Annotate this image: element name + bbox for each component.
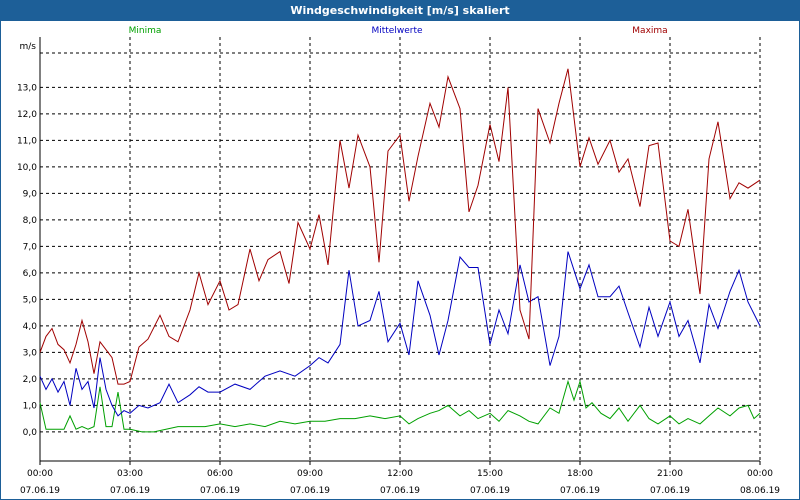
legend-minima: Minima — [129, 26, 162, 36]
x-tick-date: 07.06.19 — [470, 486, 510, 496]
x-tick-time: 15:00 — [477, 469, 503, 479]
x-tick-time: 03:00 — [117, 469, 143, 479]
x-tick-time: 00:00 — [747, 469, 773, 479]
x-tick-labels: 00:00 07.06.19 03:00 07.06.19 06:00 07.06.19 0… — [20, 469, 780, 496]
y-axis-unit: m/s — [20, 42, 37, 52]
y-tick-label: 5,0 — [23, 295, 38, 305]
y-tick-label: 10,0 — [17, 163, 37, 173]
x-tick-date: 08.06.19 — [740, 486, 780, 496]
legend-maxima: Maxima — [632, 26, 667, 36]
y-tick-label: 13,0 — [17, 83, 37, 93]
legend-mittelwerte: Mittelwerte — [371, 26, 422, 36]
x-tick-time: 18:00 — [567, 469, 593, 479]
y-tick-label: 1,0 — [23, 401, 38, 411]
x-tick-date: 07.06.19 — [650, 486, 690, 496]
y-tick-label: 2,0 — [23, 375, 38, 385]
series-line-minima — [39, 379, 761, 433]
x-tick-date: 07.06.19 — [110, 486, 150, 496]
x-tick-date: 07.06.19 — [20, 486, 60, 496]
x-tick-time: 09:00 — [297, 469, 323, 479]
legend: Minima Mittelwerte Maxima — [129, 26, 668, 36]
chart-title: Windgeschwindigkeit [m/s] skaliert — [290, 4, 510, 17]
x-tick-date: 07.06.19 — [560, 486, 600, 496]
grid-lines — [40, 37, 761, 461]
y-tick-label: 4,0 — [23, 322, 38, 332]
x-tick-date: 07.06.19 — [380, 486, 420, 496]
y-tick-label: 8,0 — [23, 216, 38, 226]
x-tick-time: 12:00 — [387, 469, 413, 479]
y-tick-label: 9,0 — [23, 189, 38, 199]
title-bar: Windgeschwindigkeit [m/s] skaliert — [0, 0, 800, 21]
x-tick-time: 06:00 — [207, 469, 233, 479]
x-tick-time: 21:00 — [657, 469, 683, 479]
x-tick-time: 00:00 — [27, 469, 53, 479]
y-tick-label: 12,0 — [17, 110, 37, 120]
y-tick-label: 6,0 — [23, 269, 38, 279]
series-lines — [39, 68, 761, 433]
y-tick-label: 0,0 — [23, 428, 38, 438]
y-tick-label: 11,0 — [17, 136, 37, 146]
series-line-mittelwerte — [39, 251, 761, 417]
series-line-maxima — [39, 68, 761, 385]
y-tick-label: 3,0 — [23, 348, 38, 358]
y-tick-label: 7,0 — [23, 242, 38, 252]
x-tick-date: 07.06.19 — [200, 486, 240, 496]
x-tick-date: 07.06.19 — [290, 486, 330, 496]
plot-axes — [39, 37, 761, 465]
y-tick-labels: 0,0 1,0 2,0 3,0 4,0 5,0 6,0 7,0 8,0 9,0 10,0 11,0 12… — [17, 83, 37, 438]
